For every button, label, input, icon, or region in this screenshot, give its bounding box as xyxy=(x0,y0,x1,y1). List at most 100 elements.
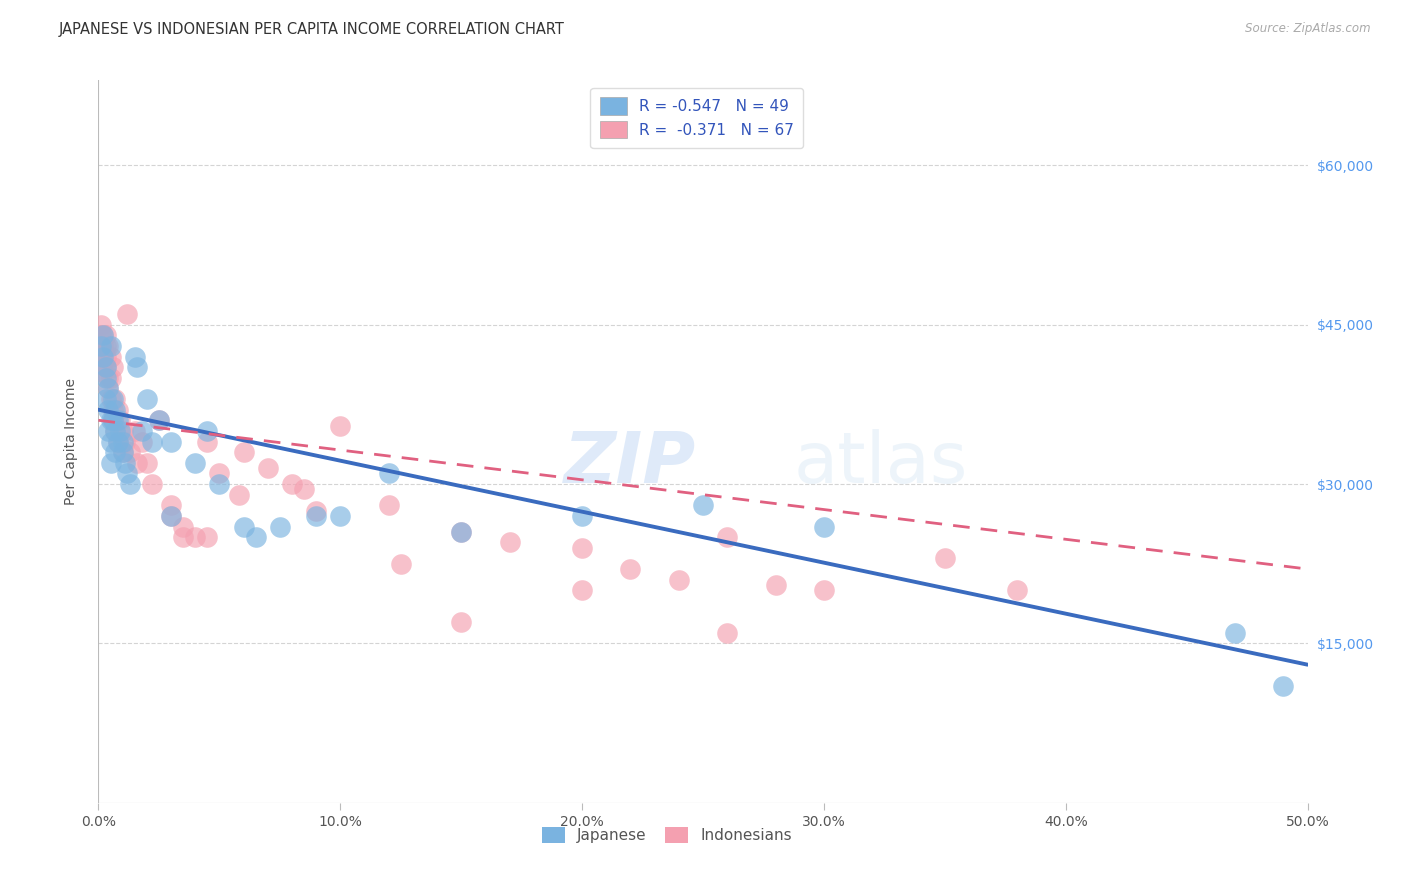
Point xyxy=(498,535,520,549)
Point xyxy=(716,530,738,544)
Point xyxy=(256,461,278,475)
Point xyxy=(228,488,250,502)
Point xyxy=(571,583,593,598)
Point xyxy=(94,350,117,364)
Point xyxy=(131,434,153,449)
Point xyxy=(765,578,787,592)
Point xyxy=(91,366,114,380)
Point xyxy=(124,350,146,364)
Point xyxy=(100,392,122,406)
Text: Source: ZipAtlas.com: Source: ZipAtlas.com xyxy=(1246,22,1371,36)
Point xyxy=(104,402,127,417)
Point xyxy=(97,339,120,353)
Point xyxy=(90,328,112,343)
Point xyxy=(160,508,183,523)
Point xyxy=(141,477,163,491)
Point xyxy=(127,360,149,375)
Point xyxy=(111,434,134,449)
Point xyxy=(94,360,117,375)
Point xyxy=(195,434,218,449)
Text: atlas: atlas xyxy=(793,429,969,498)
Legend: Japanese, Indonesians: Japanese, Indonesians xyxy=(536,822,797,849)
Text: ZIP: ZIP xyxy=(564,429,696,498)
Point xyxy=(813,583,835,598)
Point xyxy=(100,456,122,470)
Point xyxy=(94,339,117,353)
Point xyxy=(245,530,267,544)
Point xyxy=(305,508,328,523)
Point xyxy=(195,530,218,544)
Point xyxy=(94,360,117,375)
Point xyxy=(208,477,231,491)
Point xyxy=(377,498,399,512)
Point xyxy=(111,445,134,459)
Point xyxy=(450,524,472,539)
Point xyxy=(269,519,291,533)
Point xyxy=(107,413,129,427)
Point xyxy=(100,371,122,385)
Point xyxy=(172,530,194,544)
Point xyxy=(127,456,149,470)
Point xyxy=(377,467,399,481)
Point xyxy=(160,508,183,523)
Point xyxy=(101,402,124,417)
Point xyxy=(172,519,194,533)
Point xyxy=(716,625,738,640)
Point xyxy=(184,530,207,544)
Point xyxy=(101,413,124,427)
Point xyxy=(135,392,157,406)
Point xyxy=(107,434,129,449)
Point xyxy=(141,434,163,449)
Point xyxy=(208,467,231,481)
Point xyxy=(108,424,131,438)
Point xyxy=(104,392,127,406)
Point xyxy=(1007,583,1029,598)
Point xyxy=(124,424,146,438)
Point xyxy=(91,344,114,359)
Point xyxy=(108,413,131,427)
Point xyxy=(100,434,122,449)
Point xyxy=(281,477,304,491)
Point xyxy=(111,445,134,459)
Point xyxy=(934,551,956,566)
Point xyxy=(813,519,835,533)
Point xyxy=(450,524,472,539)
Point xyxy=(389,557,412,571)
Point xyxy=(619,562,641,576)
Point xyxy=(135,456,157,470)
Point xyxy=(97,371,120,385)
Point xyxy=(104,424,127,438)
Point xyxy=(107,434,129,449)
Point xyxy=(97,402,120,417)
Point xyxy=(94,371,117,385)
Point xyxy=(1272,679,1295,693)
Point xyxy=(111,424,134,438)
Point xyxy=(232,445,254,459)
Point xyxy=(101,413,124,427)
Point xyxy=(148,413,170,427)
Point xyxy=(692,498,714,512)
Point xyxy=(90,339,112,353)
Point xyxy=(117,307,139,321)
Point xyxy=(114,456,136,470)
Point xyxy=(97,381,120,395)
Point xyxy=(90,318,112,332)
Point xyxy=(118,477,141,491)
Point xyxy=(91,355,114,369)
Point xyxy=(97,424,120,438)
Point xyxy=(94,392,117,406)
Point xyxy=(450,615,472,630)
Point xyxy=(131,424,153,438)
Point xyxy=(305,503,328,517)
Point xyxy=(571,541,593,555)
Point xyxy=(97,381,120,395)
Point xyxy=(668,573,690,587)
Point xyxy=(114,434,136,449)
Point xyxy=(91,350,114,364)
Y-axis label: Per Capita Income: Per Capita Income xyxy=(63,378,77,505)
Point xyxy=(104,424,127,438)
Text: JAPANESE VS INDONESIAN PER CAPITA INCOME CORRELATION CHART: JAPANESE VS INDONESIAN PER CAPITA INCOME… xyxy=(59,22,565,37)
Point xyxy=(292,483,315,497)
Point xyxy=(100,339,122,353)
Point xyxy=(117,467,139,481)
